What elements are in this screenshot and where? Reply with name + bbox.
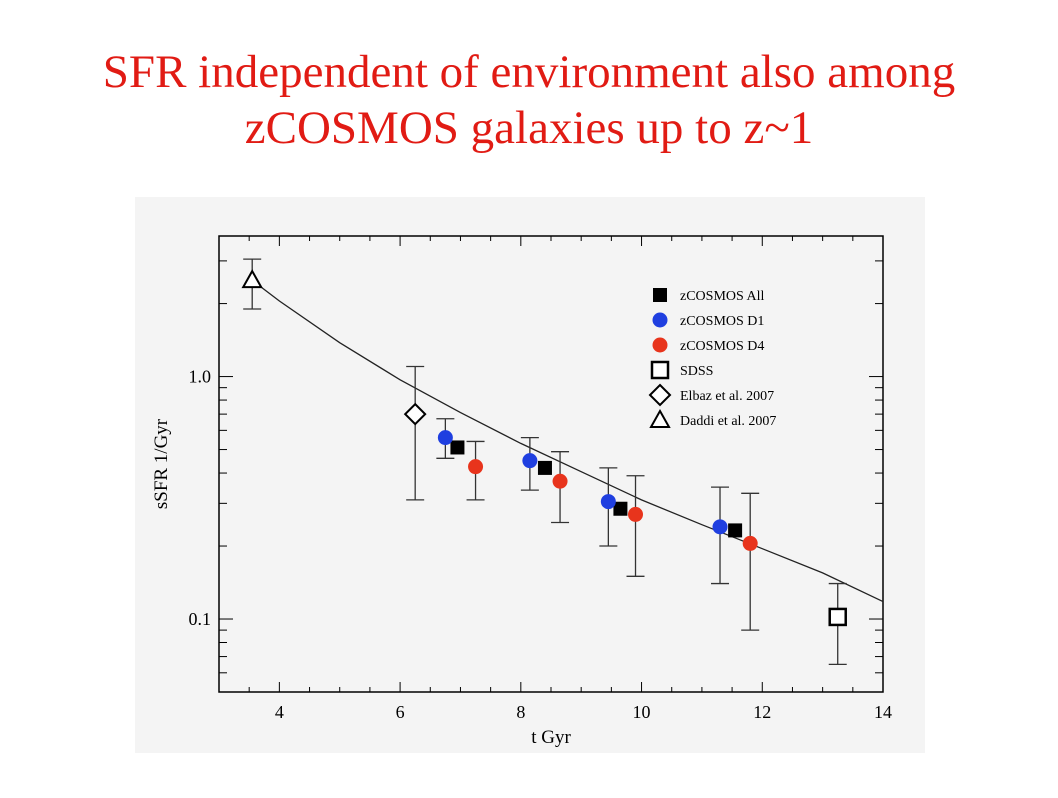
data-point-zcosmos-d4 bbox=[552, 473, 568, 489]
legend-label-daddi-et-al-2007: Daddi et al. 2007 bbox=[680, 414, 776, 429]
axis-ticks: 4 6 8 10 12 14 1.0 0.1 bbox=[189, 236, 892, 722]
data-point-zcosmos-all bbox=[537, 460, 552, 475]
slide-title-line1: SFR independent of environment also amon… bbox=[102, 46, 956, 98]
legend-label-zcosmos-d4: zCOSMOS D4 bbox=[680, 339, 764, 354]
legend: zCOSMOS All zCOSMOS D1 zCOSMOS D4 SDSS Elbaz… bbox=[648, 288, 776, 429]
data-point-zcosmos-d1 bbox=[522, 453, 538, 469]
legend-label-elbaz-et-al-2007: Elbaz et al. 2007 bbox=[680, 389, 774, 404]
data-point-zcosmos-all bbox=[450, 440, 465, 455]
y-tick-label: 1.0 bbox=[189, 367, 212, 387]
data-point-zcosmos-d4 bbox=[468, 459, 484, 475]
data-point-zcosmos-d4 bbox=[628, 506, 644, 522]
legend-label-zcosmos-d1: zCOSMOS D1 bbox=[680, 314, 764, 329]
legend-marker-sdss bbox=[650, 360, 670, 380]
data-point-zcosmos-d1 bbox=[600, 494, 616, 510]
data-point-daddi-et-al-2007 bbox=[241, 269, 263, 289]
y-axis-label: sSFR 1/Gyr bbox=[151, 418, 172, 509]
legend-marker-zcosmos-all bbox=[653, 288, 667, 302]
slide-title-line2: zCOSMOS galaxies up to z~1 bbox=[244, 102, 814, 154]
legend-label-zcosmos-all: zCOSMOS All bbox=[680, 289, 765, 304]
data-point-zcosmos-all bbox=[728, 523, 743, 538]
x-tick-label: 6 bbox=[396, 702, 405, 722]
x-tick-label: 8 bbox=[516, 702, 525, 722]
legend-marker-zcosmos-d1 bbox=[652, 312, 668, 328]
x-tick-label: 10 bbox=[633, 702, 651, 722]
data-point-elbaz-et-al-2007 bbox=[403, 402, 427, 426]
data-points bbox=[241, 269, 847, 627]
legend-marker-zcosmos-d4 bbox=[652, 337, 668, 353]
fit-curve bbox=[248, 277, 884, 603]
data-point-zcosmos-d1 bbox=[437, 430, 453, 446]
y-tick-label: 0.1 bbox=[189, 609, 212, 629]
x-axis-label: t Gyr bbox=[531, 727, 571, 748]
error-bars bbox=[243, 258, 847, 666]
x-tick-label: 12 bbox=[753, 702, 771, 722]
slide-title: SFR independent of environment also amon… bbox=[0, 44, 1058, 156]
data-point-zcosmos-all bbox=[613, 501, 628, 516]
legend-label-sdss: SDSS bbox=[680, 364, 713, 379]
data-point-zcosmos-d1 bbox=[712, 519, 728, 535]
legend-marker-daddi-et-al-2007 bbox=[649, 408, 671, 428]
data-point-zcosmos-d4 bbox=[742, 535, 758, 551]
x-tick-label: 14 bbox=[874, 702, 892, 722]
fit-curve-group bbox=[248, 277, 884, 603]
data-point-sdss bbox=[828, 607, 847, 627]
legend-marker-elbaz-et-al-2007 bbox=[648, 383, 672, 407]
x-tick-label: 4 bbox=[275, 702, 284, 722]
